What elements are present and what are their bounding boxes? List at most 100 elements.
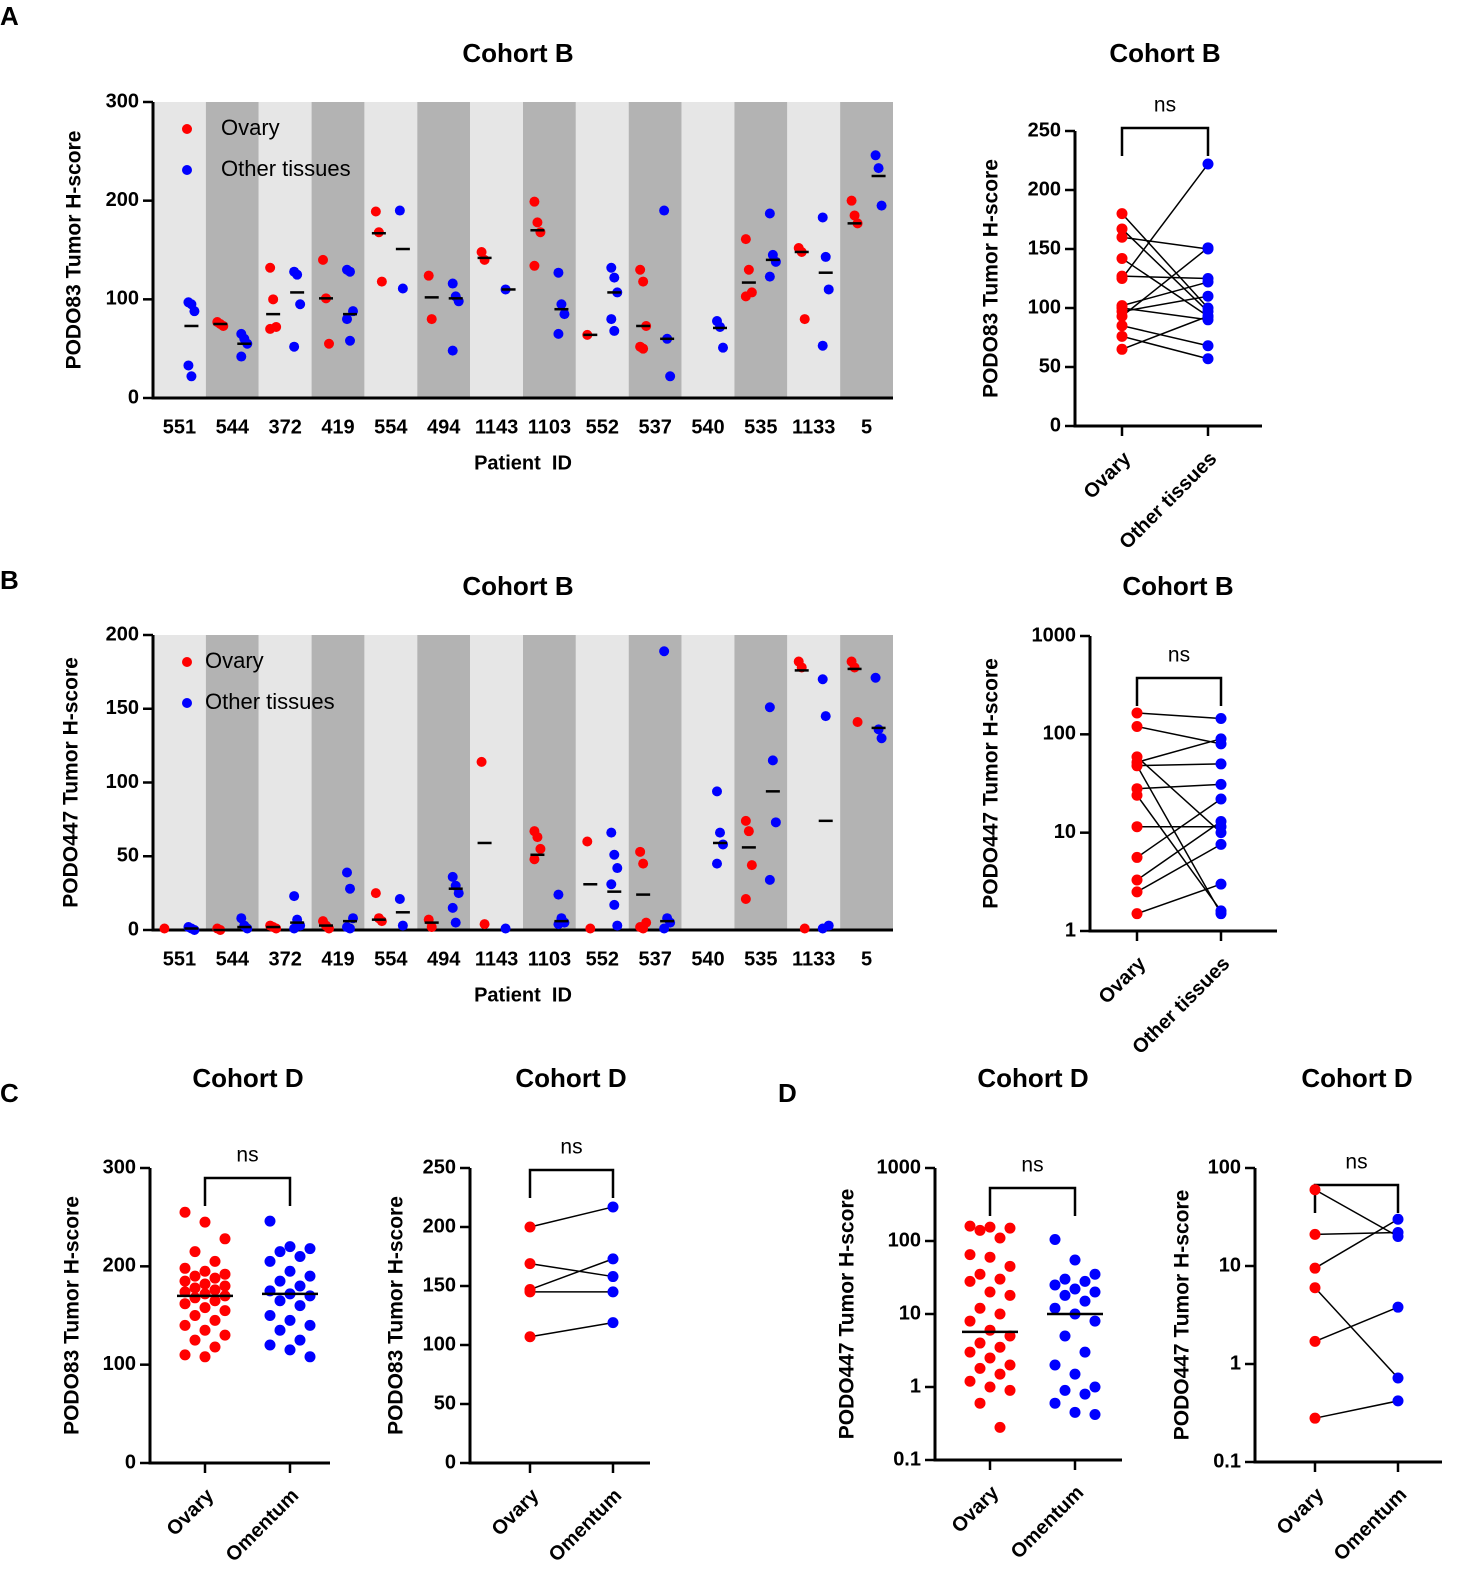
data-point <box>974 1302 986 1314</box>
data-point <box>479 254 490 265</box>
data-point <box>718 839 728 850</box>
x-tick-label: Ovary <box>163 1484 219 1540</box>
pair-line <box>529 1206 614 1228</box>
chart-title: Cohort D <box>1301 1063 1412 1093</box>
data-point <box>1215 712 1227 724</box>
pair-line <box>1136 798 1222 859</box>
panel-letter: B <box>0 565 19 595</box>
y-tick-label: 0 <box>125 1451 136 1473</box>
x-tick-label: Omentum <box>1007 1482 1089 1564</box>
data-point <box>1089 1286 1101 1298</box>
y-tick-label: 10 <box>1054 821 1076 843</box>
x-tick-label: 1103 <box>528 416 571 438</box>
chart-title: Cohort B <box>462 571 573 601</box>
data-point <box>876 200 887 211</box>
y-tick-label: 100 <box>423 1333 456 1355</box>
data-point <box>209 1341 221 1353</box>
data-point <box>271 923 282 934</box>
data-point <box>292 269 303 280</box>
pair-line <box>1314 1218 1399 1269</box>
data-point <box>447 871 458 882</box>
data-point <box>870 672 881 683</box>
x-tick-label: 5 <box>861 948 872 970</box>
data-point <box>274 1324 286 1336</box>
data-point <box>1392 1301 1404 1313</box>
data-point <box>1215 758 1227 770</box>
data-point <box>524 1221 536 1233</box>
data-point <box>289 891 300 902</box>
data-point <box>304 1351 316 1363</box>
data-point <box>264 1215 276 1227</box>
data-point <box>345 923 355 934</box>
band <box>840 102 893 398</box>
data-point <box>274 1275 286 1287</box>
y-tick-label: 150 <box>423 1274 456 1296</box>
data-point <box>189 1310 201 1321</box>
data-point <box>218 320 229 331</box>
data-point <box>426 314 437 325</box>
x-tick-label: 537 <box>638 416 671 438</box>
data-point <box>450 917 461 928</box>
data-point <box>1069 1368 1081 1380</box>
data-point <box>500 923 511 934</box>
y-tick-label: 100 <box>1208 1156 1241 1178</box>
data-point <box>219 1329 231 1341</box>
data-point <box>873 163 884 174</box>
x-tick-label: Ovary <box>1273 1483 1329 1539</box>
data-point <box>1131 908 1143 920</box>
data-point <box>1202 158 1214 170</box>
data-point <box>1309 1262 1321 1274</box>
data-point <box>764 874 775 885</box>
data-point <box>264 1310 276 1321</box>
pair-line <box>1136 738 1222 763</box>
data-point <box>870 150 881 161</box>
x-tick-label: 540 <box>691 416 724 438</box>
data-point <box>994 1273 1006 1285</box>
data-point <box>1215 815 1227 827</box>
data-point <box>799 314 810 325</box>
y-axis-label: PODO83 Tumor H-score <box>385 1196 408 1435</box>
annotation: ns <box>1021 1154 1043 1177</box>
data-point <box>849 662 860 673</box>
band <box>523 635 576 930</box>
y-tick-label: 50 <box>117 845 139 867</box>
data-point <box>268 294 279 305</box>
data-point <box>524 1331 536 1343</box>
band <box>681 102 735 398</box>
data-point <box>295 299 306 310</box>
data-point <box>265 262 276 273</box>
y-tick-label: 1 <box>910 1375 921 1397</box>
x-tick-label: 5 <box>861 416 872 438</box>
y-tick-label: 200 <box>106 623 139 645</box>
data-point <box>1049 1233 1061 1245</box>
data-point <box>1215 908 1227 920</box>
x-tick-label: 551 <box>163 948 196 970</box>
pair-line <box>1121 163 1209 279</box>
data-point <box>1215 793 1227 805</box>
data-point <box>370 888 381 899</box>
data-point <box>1215 733 1227 745</box>
y-tick-label: 300 <box>106 90 139 112</box>
x-tick-label: Omentum <box>545 1485 627 1567</box>
data-point <box>426 922 437 933</box>
data-point <box>770 817 781 828</box>
data-point <box>1049 1359 1061 1371</box>
data-point <box>476 246 487 257</box>
data-point <box>529 196 540 207</box>
data-point <box>199 1278 211 1290</box>
band <box>153 102 206 398</box>
data-point <box>609 325 620 336</box>
band <box>153 635 206 930</box>
y-tick-label: 100 <box>888 1229 921 1251</box>
data-point <box>764 271 775 282</box>
data-point <box>559 309 570 320</box>
data-point <box>1131 707 1143 719</box>
data-point <box>1089 1381 1101 1393</box>
pair-line <box>1314 1231 1399 1236</box>
significance-bracket <box>1135 676 1223 706</box>
data-point <box>638 343 649 354</box>
data-point <box>179 1206 191 1218</box>
data-point <box>1089 1315 1101 1327</box>
y-tick-label: 100 <box>103 1353 136 1375</box>
pair-line <box>1314 1287 1399 1379</box>
